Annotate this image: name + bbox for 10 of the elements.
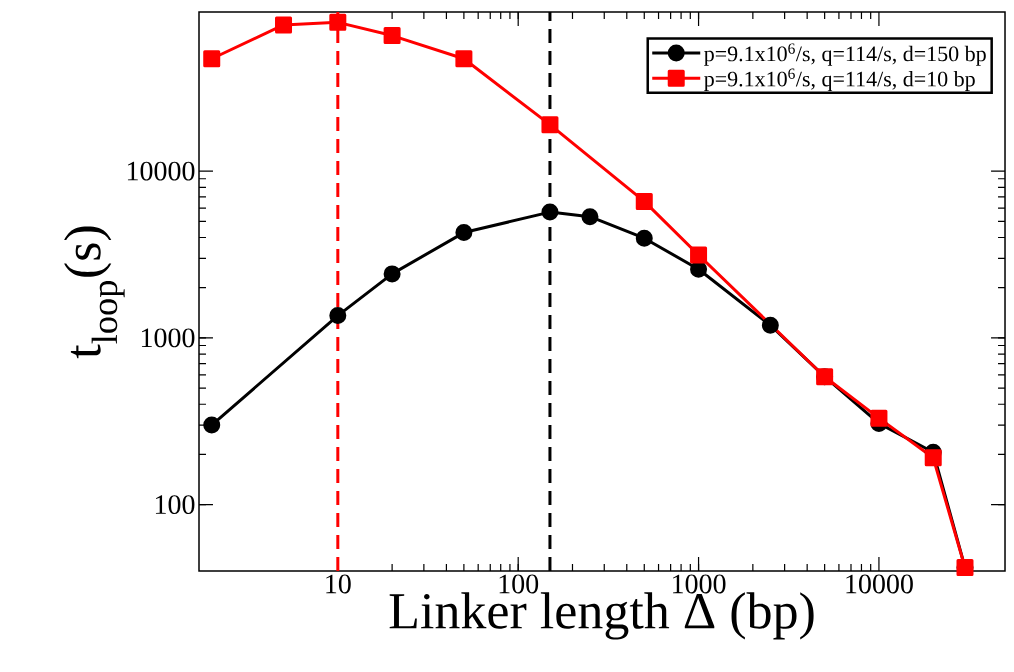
y-axis-title: t$_{loop}$(s) bbox=[64, 226, 125, 359]
legend-label: p=9.1x10$^{6}$/s, q=114/s, d=150 bp bbox=[704, 43, 986, 66]
y-tick-label: 10000 bbox=[127, 161, 195, 181]
y-tick-label: 1000 bbox=[141, 328, 195, 348]
y-tick-label: 100 bbox=[155, 495, 195, 515]
x-tick-label: 100 bbox=[499, 574, 539, 594]
x-tick-label: 10 bbox=[326, 574, 351, 594]
legend-label: p=9.1x10$^{6}$/s, q=114/s, d=10 bp bbox=[704, 68, 975, 91]
x-tick-label: 10000 bbox=[846, 574, 913, 594]
x-tick-label: 1000 bbox=[673, 574, 726, 594]
